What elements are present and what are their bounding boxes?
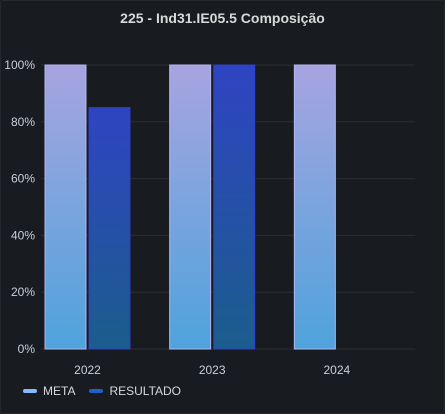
legend: META RESULTADO — [23, 384, 181, 398]
x-axis-ticks: 2022 2023 2024 — [74, 363, 350, 377]
y-tick-label: 60% — [11, 172, 35, 186]
bars — [44, 64, 336, 350]
panel-title: 225 - Ind31.IE05.5 Composição — [120, 10, 325, 26]
x-tick-label: 2023 — [199, 363, 226, 377]
legend-label-meta: META — [43, 384, 76, 398]
y-tick-label: 40% — [11, 228, 35, 242]
bar-meta-2024[interactable] — [293, 64, 336, 350]
legend-item-meta[interactable]: META — [23, 384, 75, 398]
y-tick-label: 80% — [11, 115, 35, 129]
bar-meta-2022[interactable] — [44, 64, 87, 350]
x-tick-label: 2024 — [323, 363, 350, 377]
y-axis-ticks: 0% 20% 40% 60% 80% 100% — [4, 58, 35, 356]
bar-resultado-2022[interactable] — [88, 107, 131, 350]
y-tick-label: 100% — [4, 58, 35, 72]
bar-chart: 0% 20% 40% 60% 80% 100% 2022 2023 2024 — [4, 58, 415, 377]
y-tick-label: 0% — [18, 342, 36, 356]
legend-label-resultado: RESULTADO — [109, 384, 182, 398]
y-tick-label: 20% — [11, 285, 35, 299]
legend-swatch-meta — [23, 389, 37, 393]
legend-swatch-resultado — [89, 389, 104, 393]
bar-resultado-2023[interactable] — [213, 64, 256, 350]
x-tick-label: 2022 — [74, 363, 101, 377]
bar-meta-2023[interactable] — [169, 64, 212, 350]
legend-item-resultado[interactable]: RESULTADO — [89, 384, 181, 398]
